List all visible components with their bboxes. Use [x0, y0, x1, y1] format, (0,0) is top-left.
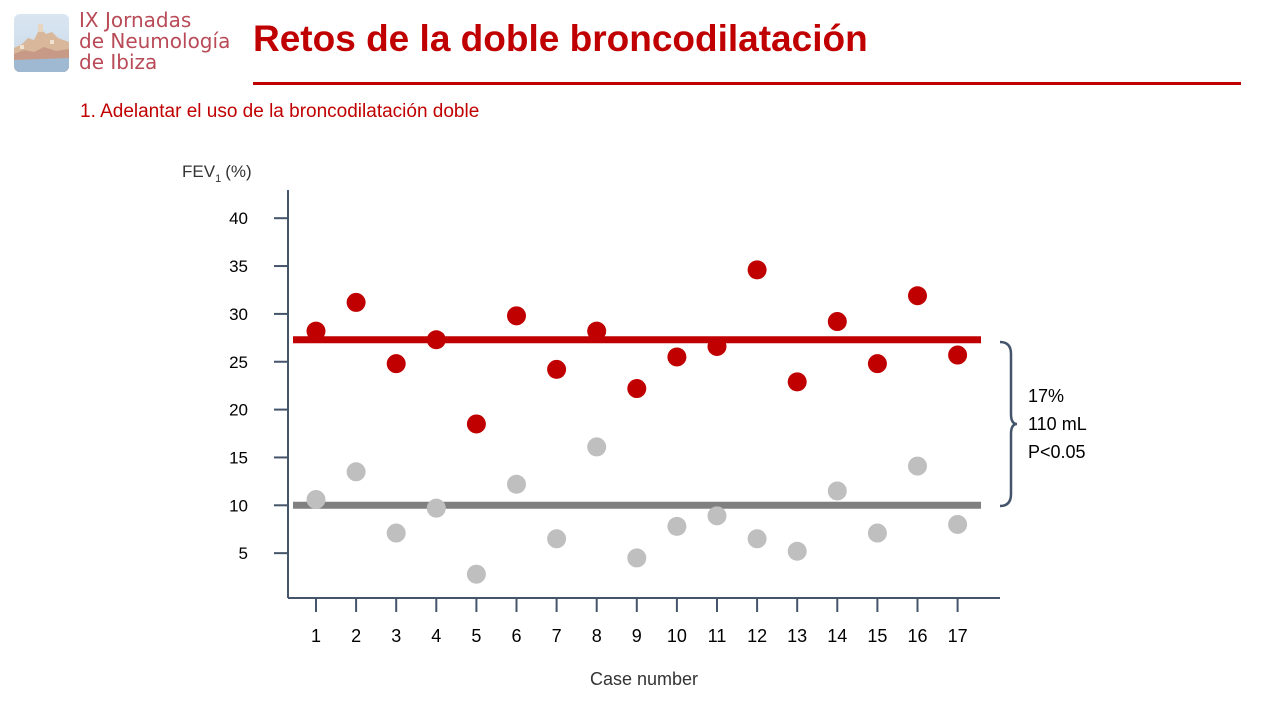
x-tick-label: 13 [787, 626, 807, 646]
y-axis-label-main: FEV [182, 162, 216, 181]
title-divider [253, 82, 1241, 85]
x-tick-label: 16 [907, 626, 927, 646]
x-tick-label: 17 [948, 626, 968, 646]
y-tick-label: 5 [239, 544, 248, 563]
point-red [346, 292, 366, 312]
y-tick-label: 30 [229, 305, 248, 324]
x-tick-label: 11 [708, 626, 727, 646]
y-tick-label: 20 [229, 401, 248, 420]
y-axis-label: FEV1 (%) [182, 162, 252, 185]
bracket-icon [999, 340, 1018, 508]
point-gray [346, 462, 366, 482]
logo-line-1: IX Jornadas [79, 8, 192, 32]
point-red [386, 354, 406, 374]
point-gray [426, 498, 446, 518]
x-tick-label: 14 [827, 626, 847, 646]
x-tick-label: 3 [391, 626, 401, 646]
point-red [948, 345, 968, 365]
point-red [306, 321, 326, 341]
annotation-pvalue: P<0.05 [1028, 442, 1086, 462]
x-tick-label: 5 [471, 626, 481, 646]
event-logo-text: IX Jornadas de Neumología de Ibiza [79, 10, 249, 73]
x-axis-label: Case number [590, 669, 698, 689]
point-gray [547, 529, 567, 549]
point-red [466, 414, 486, 434]
x-tick-label: 8 [592, 626, 602, 646]
y-axis-label-unit: (%) [225, 162, 251, 181]
x-tick-label: 6 [511, 626, 521, 646]
annotation-group: 17% 110 mL P<0.05 [999, 340, 1087, 508]
point-gray [386, 523, 406, 543]
x-tick-label: 1 [311, 626, 321, 646]
slide-subtitle: 1. Adelantar el uso de la broncodilataci… [80, 101, 480, 122]
point-red [507, 306, 526, 326]
logo-line-3: de Ibiza [79, 50, 158, 74]
y-axis-label-subscript: 1 [215, 173, 221, 185]
point-red [707, 336, 727, 356]
y-tick-label: 15 [229, 448, 248, 467]
point-gray [667, 516, 687, 536]
y-tick-label: 25 [229, 353, 248, 372]
point-red [667, 347, 687, 367]
point-red [627, 379, 647, 399]
point-gray [827, 481, 847, 501]
x-tick-label: 12 [747, 626, 767, 646]
point-red [827, 312, 847, 332]
point-gray [466, 564, 486, 584]
point-gray [948, 514, 968, 534]
point-red [547, 359, 567, 379]
point-gray [908, 456, 927, 476]
logo-line-2: de Neumología [79, 29, 231, 53]
point-red [587, 321, 607, 341]
point-red [747, 260, 767, 280]
y-tick-label: 40 [229, 209, 248, 228]
series-1 [306, 260, 968, 434]
point-red [867, 354, 887, 374]
x-tick-label: 2 [351, 626, 361, 646]
point-red [787, 372, 807, 392]
point-gray [707, 506, 727, 526]
point-gray [587, 437, 607, 457]
annotation-volume: 110 mL [1028, 414, 1087, 434]
x-tick-label: 4 [431, 626, 441, 646]
point-gray [627, 548, 647, 568]
annotation-percent: 17% [1028, 386, 1064, 406]
point-gray [787, 541, 807, 561]
y-tick-label: 10 [229, 496, 248, 515]
y-tick-label: 35 [229, 257, 248, 276]
mean-lines [293, 336, 981, 509]
x-tick-label: 10 [667, 626, 687, 646]
point-gray [867, 523, 887, 543]
point-red [908, 286, 927, 306]
slide-title: Retos de la doble broncodilatación [253, 18, 868, 59]
x-tick-label: 7 [552, 626, 562, 646]
point-gray [306, 490, 326, 510]
x-tick-label: 15 [867, 626, 887, 646]
point-gray [507, 474, 526, 494]
data-points [306, 260, 968, 584]
x-tick-label: 9 [632, 626, 642, 646]
series-2 [306, 437, 968, 584]
ibiza-logo-image [14, 14, 69, 72]
point-gray [747, 529, 767, 549]
point-red [426, 330, 446, 350]
